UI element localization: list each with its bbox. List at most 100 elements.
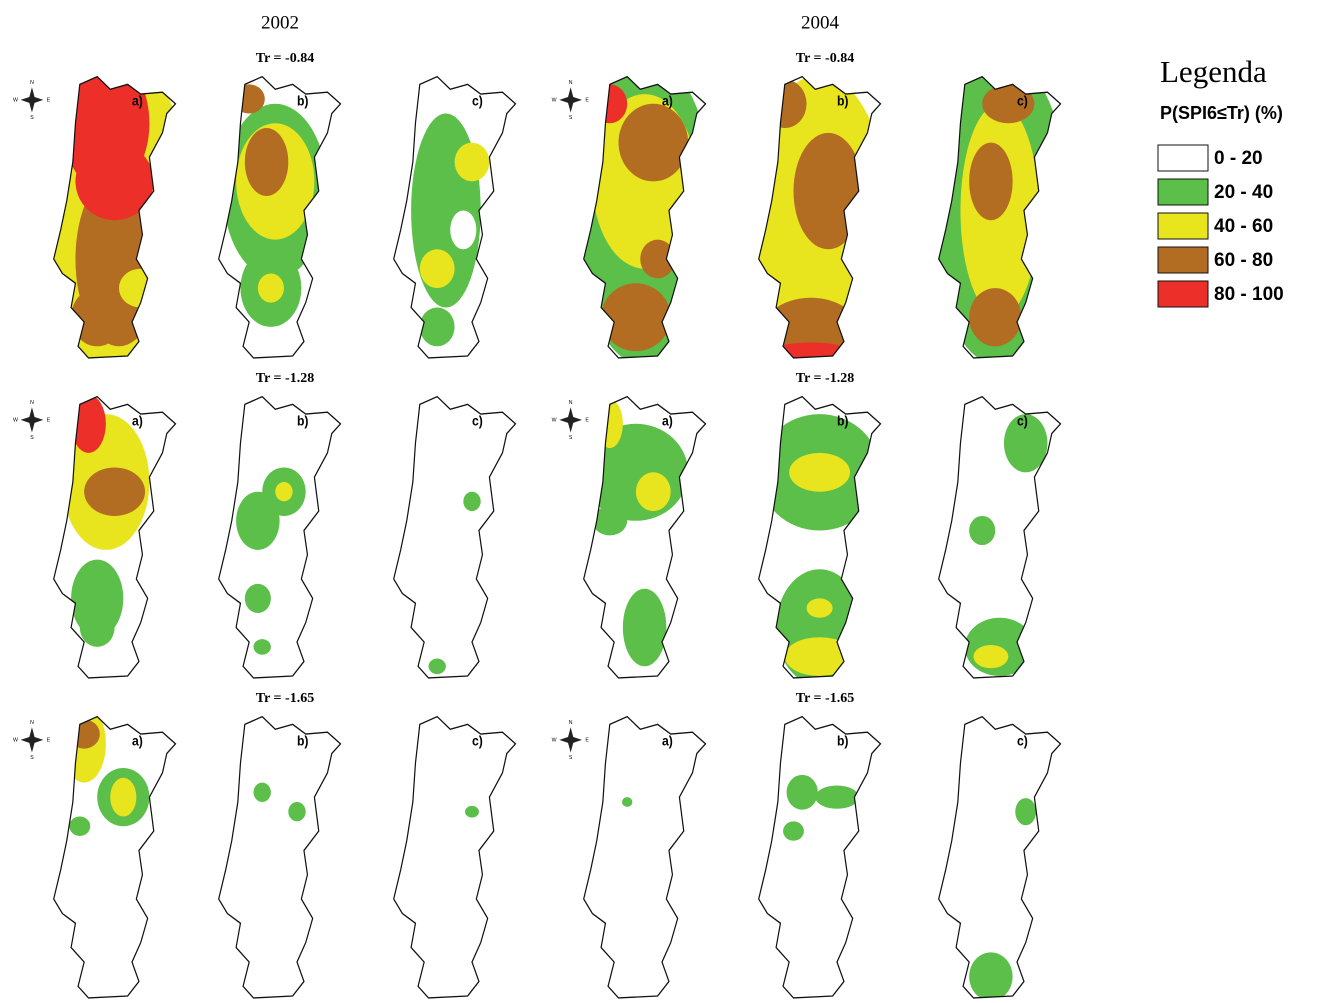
compass-star	[559, 727, 582, 752]
panel-label: a)	[132, 93, 143, 109]
map-panel: b)	[759, 717, 881, 998]
compass-e: E	[585, 417, 589, 423]
zone	[590, 724, 604, 743]
map-panel: b)	[219, 717, 341, 998]
threshold-label: Tr = -1.28	[256, 371, 314, 386]
threshold-label: Tr = -1.65	[256, 691, 314, 706]
zone	[69, 817, 90, 836]
legend-swatch	[1158, 179, 1208, 205]
zone	[71, 395, 106, 453]
legend-label: 60 - 80	[1214, 250, 1273, 271]
map-zones	[575, 55, 714, 365]
legend-label: 0 - 20	[1214, 148, 1263, 169]
compass-star	[21, 407, 44, 432]
compass-star	[559, 87, 582, 112]
panel-label: b)	[297, 733, 308, 749]
compass-n: N	[30, 80, 34, 86]
map-panel: c)	[394, 717, 516, 998]
zone	[787, 775, 818, 810]
figure: Legenda P(SPI6≤Tr) (%) 2002Tr = -0.84a)N…	[0, 0, 1324, 1003]
zone	[68, 720, 99, 749]
map-zones	[930, 55, 1069, 365]
compass-w: W	[552, 97, 558, 103]
map-panel: b)	[750, 75, 889, 376]
map-fill	[394, 717, 516, 998]
zone	[622, 797, 632, 807]
compass-s: S	[30, 115, 34, 121]
zone	[623, 589, 667, 667]
zone	[969, 143, 1013, 221]
map-zones	[465, 806, 479, 818]
year-label: 2002	[261, 12, 299, 33]
panel-label: a)	[662, 733, 673, 749]
map-panel: c)	[394, 77, 516, 358]
zone	[592, 506, 627, 535]
zone	[1015, 798, 1036, 825]
zone	[71, 288, 123, 346]
legend-swatch	[1158, 281, 1208, 307]
threshold-label: Tr = -0.84	[796, 51, 854, 66]
compass-e: E	[47, 737, 51, 743]
zone	[794, 133, 864, 249]
zone	[258, 274, 284, 303]
compass-n: N	[30, 720, 34, 726]
maps: 2002Tr = -0.84a)NSWEb)c)Tr = -1.28a)NSWE…	[13, 12, 1069, 1000]
zone	[254, 783, 271, 802]
threshold-label: Tr = -1.65	[796, 691, 854, 706]
map-fill	[219, 397, 341, 678]
map-panel: c)	[939, 397, 1061, 678]
threshold-label: Tr = -1.28	[796, 371, 854, 386]
legend-swatch	[1158, 145, 1208, 171]
legend-swatch	[1158, 213, 1208, 239]
zone	[974, 645, 1009, 668]
compass: NSWE	[13, 80, 51, 121]
zone	[785, 637, 855, 676]
map-panel: c)	[930, 55, 1069, 365]
compass-w: W	[13, 97, 19, 103]
map-fill	[54, 717, 176, 998]
zone	[275, 482, 292, 501]
zone	[110, 778, 136, 817]
compass-s: S	[30, 755, 34, 761]
zone	[815, 786, 859, 809]
zone	[969, 952, 1013, 1001]
panel-label: c)	[472, 93, 483, 109]
panel-label: c)	[1017, 93, 1028, 109]
legend-label: 40 - 60	[1214, 216, 1273, 237]
zone	[619, 104, 689, 182]
compass-star	[21, 87, 44, 112]
compass-w: W	[552, 417, 558, 423]
map-fill	[759, 717, 881, 998]
compass-star	[21, 727, 44, 752]
compass-s: S	[569, 755, 573, 761]
panel-label: b)	[837, 733, 848, 749]
compass-n: N	[30, 400, 34, 406]
compass-e: E	[585, 97, 589, 103]
zone	[450, 211, 476, 250]
zone	[245, 584, 271, 613]
panel-label: a)	[132, 733, 143, 749]
map-zones	[947, 414, 1051, 676]
compass-n: N	[569, 720, 573, 726]
zone	[463, 492, 480, 511]
map-fill	[394, 397, 516, 678]
legend-label: 80 - 100	[1214, 284, 1284, 305]
zone	[420, 249, 455, 288]
legend-subtitle: P(SPI6≤Tr) (%)	[1160, 103, 1283, 123]
compass-star	[559, 407, 582, 432]
compass-e: E	[585, 737, 589, 743]
map-panel: b)	[219, 77, 341, 358]
zone	[236, 492, 280, 550]
compass-w: W	[13, 417, 19, 423]
map-zones	[750, 75, 889, 376]
map-panel: a)NSWE	[13, 395, 176, 678]
panel-label: b)	[837, 93, 848, 109]
